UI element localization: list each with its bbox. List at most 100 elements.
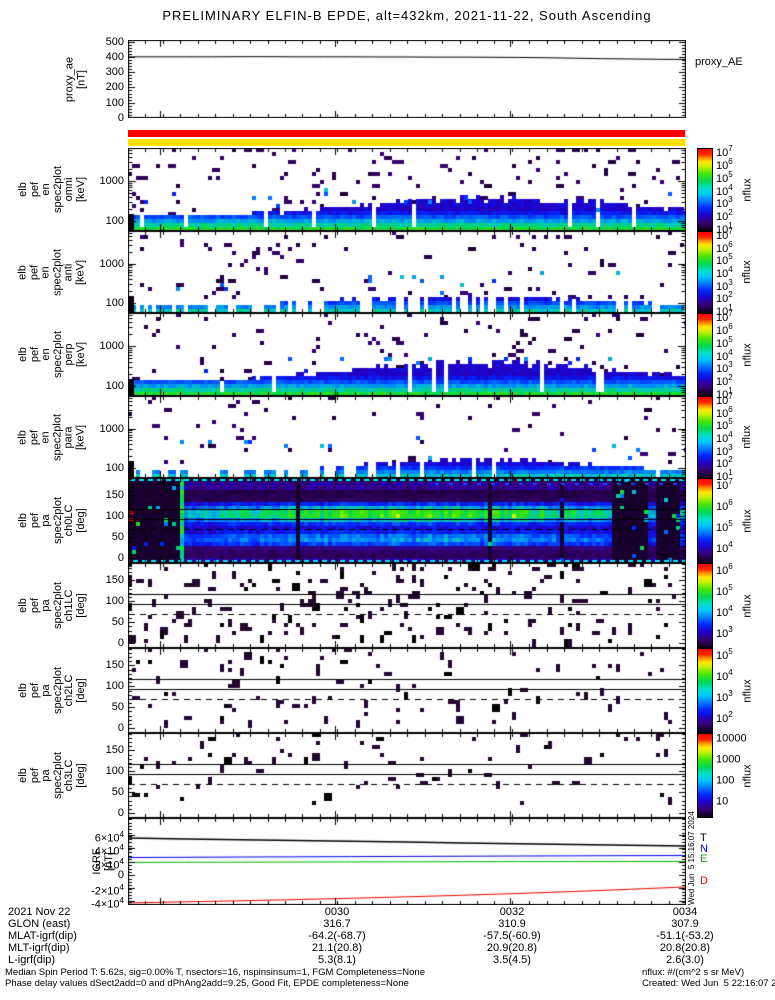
exponent: 3 [728, 360, 733, 370]
footer-created: Created: Wed Jun 5 22:16:07 2024 [642, 978, 775, 989]
y-axis-label-line: [deg] [74, 508, 86, 533]
igrf-line-label-E: E [700, 853, 708, 865]
colorbar-tick-label: 102 [716, 455, 733, 471]
exponent: 3 [728, 442, 733, 452]
y-axis-label-ch0LC: elb pef pa spec2plot ch0LC [deg] [17, 478, 87, 563]
row-value: 0032 [499, 906, 525, 918]
exponent: 2 [728, 373, 733, 383]
y-axis-label-line: [keV] [74, 259, 86, 285]
y-tick-label: 1000 [99, 175, 124, 188]
exponent: 6 [728, 322, 733, 331]
colorbar-ch3LC [697, 733, 713, 818]
y-axis-label-line: proxy_ae [63, 56, 76, 102]
colorbar-tick-label: 102 [716, 373, 733, 388]
exponent: 6 [728, 562, 733, 572]
colorbar-tick-label: 10000 [716, 732, 747, 745]
colorbar-tick-label: 106 [716, 498, 733, 513]
colorbar-tick-label: 105 [716, 647, 733, 662]
exponent: 1 [728, 468, 733, 478]
y-axis-label-proxy_ae: proxy_ae [nT] [63, 40, 88, 118]
y-axis-label-line: elb [16, 683, 29, 698]
colorbar-tick-label: 102 [716, 710, 733, 725]
exponent: 3 [728, 195, 733, 205]
y-axis-label-line: ch2LC [62, 674, 75, 707]
y-tick-label: 500 [105, 35, 124, 48]
exponent: 4 [119, 896, 124, 906]
exponent: 6 [728, 239, 733, 249]
colorbar-ch1LC [697, 563, 713, 648]
panel-proxy_ae [128, 40, 686, 118]
y-axis-label-line: pa [39, 599, 52, 612]
canvas-omni [128, 148, 686, 231]
colorbar-tick-label: 106 [716, 404, 733, 420]
y-tick-label: 2×104 [94, 856, 124, 872]
exponent: 4 [728, 182, 733, 192]
colorbar-tick-label: 105 [716, 519, 733, 534]
canvas-ch3LC [128, 733, 686, 818]
footer-units: nflux: #/(cm^2 s sr MeV) [642, 967, 745, 978]
canvas-anti [128, 231, 686, 313]
y-tick-label: 50 [111, 531, 124, 544]
y-tick-label: 150 [105, 574, 124, 587]
y-axis-label-line: en [39, 348, 52, 361]
canvas-ch2LC [128, 648, 686, 733]
y-axis-label-line: elb [16, 598, 29, 613]
y-tick-label: 150 [105, 659, 124, 672]
exponent: 4 [119, 843, 124, 853]
exponent: 4 [728, 265, 733, 275]
y-axis-label-anti: elb pef en spec2plot anti [keV] [16, 231, 87, 313]
colorbar-tick-label: 101 [716, 221, 733, 236]
canvas-para [128, 396, 686, 478]
row-value: 2.6(3.0) [666, 954, 704, 966]
panel-ch0LC [128, 478, 686, 563]
colorbar-tick-label: 102 [716, 290, 733, 306]
y-axis-label-line: omni [62, 177, 75, 202]
panel-perp [128, 313, 686, 396]
y-axis-label-line: spec2plot [51, 330, 63, 379]
row-value: 5.3(8.1) [318, 954, 356, 966]
colorbar-tick-label: 104 [716, 265, 733, 280]
y-tick-label: 100 [105, 214, 124, 227]
exponent: 5 [728, 169, 733, 179]
row-value: 3.5(4.5) [493, 954, 531, 966]
exponent: 4 [119, 856, 124, 866]
y-axis-label-para: elb pef en spec2plot para [keV] [17, 396, 87, 478]
exponent: 2 [728, 290, 733, 300]
y-tick-label: -4×104 [91, 896, 124, 911]
colorbar-title-nflux: nflux [741, 593, 753, 618]
colorbar-ch0LC [697, 478, 713, 563]
y-tick-label: 4×104 [94, 843, 124, 858]
exponent: 5 [728, 417, 733, 427]
y-axis-label-line: [deg] [74, 763, 86, 788]
y-axis-label-line: anti [62, 263, 75, 281]
exponent: 4 [728, 604, 733, 614]
exponent: 3 [728, 277, 733, 287]
y-tick-label: 100 [105, 96, 124, 109]
y-tick-label: 100 [105, 296, 124, 309]
row-value: -57.5(-60.9) [483, 930, 541, 942]
right-label-proxy_ae: proxy_AE [695, 56, 743, 68]
y-axis-label-line: [nT] [75, 69, 87, 89]
exponent: 5 [728, 519, 733, 529]
colorbar-tick-label: 103 [716, 689, 733, 704]
colorbar-title-nflux: nflux [741, 342, 753, 367]
y-tick-label: 50 [111, 786, 124, 799]
y-tick-label: 100 [105, 765, 124, 778]
y-axis-label-ch2LC: elb pef pa spec2plot ch2LC [deg] [16, 648, 87, 733]
y-tick-label: 100 [105, 461, 124, 474]
footer-spin-info: Median Spin Period T: 5.62s, sig=0.00% T… [5, 967, 425, 978]
y-tick-label: 100 [105, 510, 124, 523]
canvas-igrf [128, 818, 686, 905]
colorbar-tick-label: 104 [716, 182, 733, 198]
y-axis-label-line: elb [16, 264, 29, 280]
y-tick-label: -2×104 [91, 882, 124, 898]
exponent: 1 [728, 221, 733, 231]
exponent: 4 [728, 540, 733, 550]
exponent: 6 [728, 157, 733, 166]
row-value: 307.9 [671, 918, 699, 930]
exponent: 5 [728, 583, 733, 593]
exponent: 2 [728, 208, 733, 218]
colorbar-tick-label: 104 [716, 540, 733, 555]
colorbar-tick-label: 105 [716, 252, 733, 268]
y-tick-label: 100 [105, 595, 124, 608]
